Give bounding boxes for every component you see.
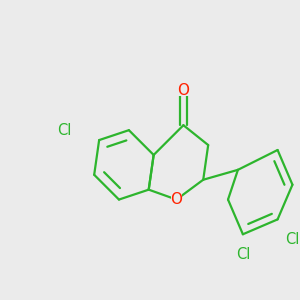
Text: Cl: Cl bbox=[236, 247, 250, 262]
Text: O: O bbox=[177, 83, 189, 98]
FancyBboxPatch shape bbox=[287, 234, 298, 244]
FancyBboxPatch shape bbox=[237, 249, 248, 259]
Text: Cl: Cl bbox=[57, 123, 72, 138]
FancyBboxPatch shape bbox=[59, 125, 70, 135]
FancyBboxPatch shape bbox=[178, 85, 189, 96]
Text: Cl: Cl bbox=[285, 232, 300, 247]
Text: O: O bbox=[170, 192, 182, 207]
FancyBboxPatch shape bbox=[171, 194, 182, 205]
